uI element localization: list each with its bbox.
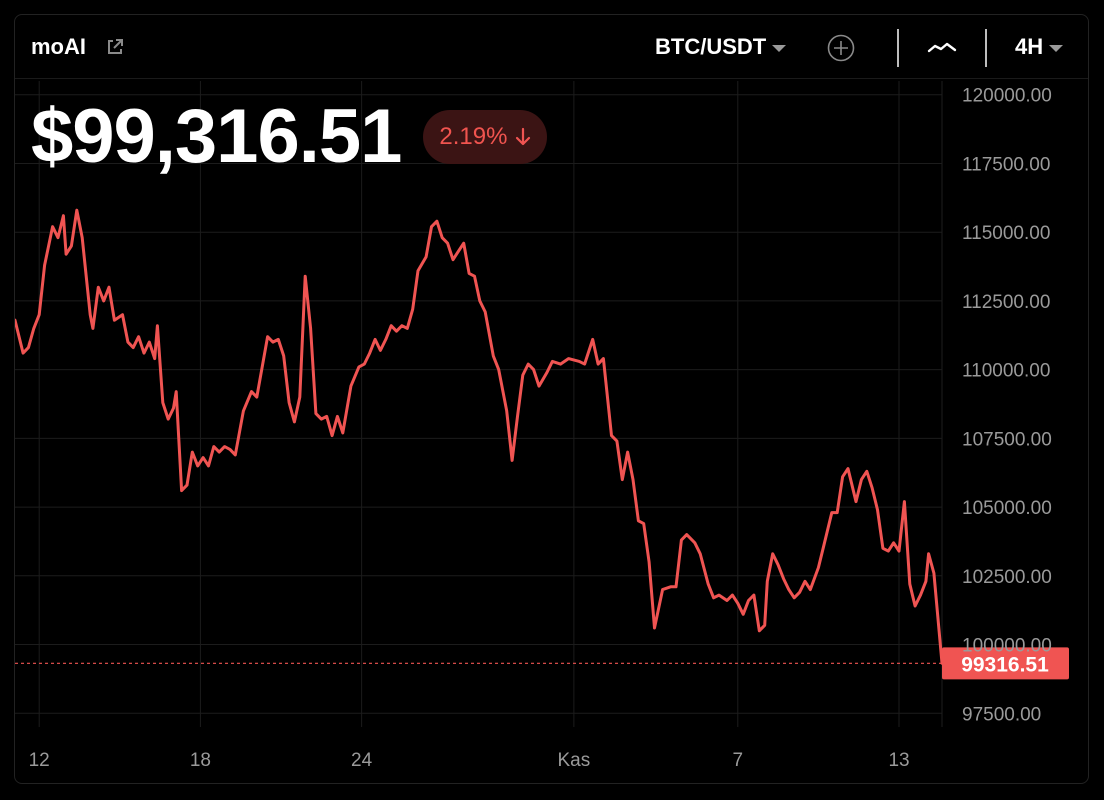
interval-label: 4H — [1015, 34, 1044, 59]
price-summary: $99,316.51 2.19% — [31, 94, 548, 179]
pair-selector[interactable]: BTC/USDT — [655, 33, 787, 61]
y-tick-label: 97500.00 — [962, 704, 1041, 725]
interval-selector[interactable]: 4H — [1015, 33, 1064, 61]
plus-circle-icon[interactable] — [827, 34, 855, 62]
series-line — [15, 208, 944, 665]
toolbar-divider — [985, 29, 987, 67]
x-tick-label: 24 — [351, 750, 373, 771]
y-tick-label: 115000.00 — [962, 223, 1050, 244]
pair-label: BTC/USDT — [655, 34, 767, 59]
y-tick-label: 112500.00 — [962, 292, 1050, 313]
chart-widget: 99316.51 120000.00 117500.00 115000.00 1125… — [14, 14, 1089, 784]
x-tick-label: Kas — [558, 750, 591, 771]
last-price-tag — [942, 647, 1069, 680]
arrow-down-icon — [516, 127, 531, 146]
chart-toolbar: moAI BTC/USDT 4H — [15, 15, 1088, 79]
chevron-down-icon — [772, 44, 787, 52]
y-tick-label: 120000.00 — [962, 86, 1052, 107]
y-axis: 120000.00 117500.00 115000.00 112500.00 1100… — [962, 86, 1052, 726]
change-badge: 2.19% — [423, 110, 548, 164]
external-link-icon[interactable] — [105, 37, 125, 57]
y-tick-label: 100000.00 — [962, 636, 1052, 657]
last-price-label: 99316.51 — [961, 653, 1049, 676]
change-percent: 2.19% — [439, 123, 508, 150]
current-price: $99,316.51 — [31, 94, 402, 179]
last-price-layer: 99316.51 — [15, 647, 1069, 680]
symbol-name: moAI — [31, 34, 86, 59]
chevron-down-icon — [1049, 44, 1064, 52]
y-tick-label: 107500.00 — [962, 429, 1052, 450]
x-axis: 12 18 24 Kas 7 13 — [29, 750, 910, 771]
toolbar-divider — [897, 29, 899, 67]
y-tick-label: 110000.00 — [962, 361, 1050, 382]
x-tick-label: 7 — [733, 750, 744, 771]
y-tick-label: 105000.00 — [962, 498, 1052, 519]
y-tick-label: 117500.00 — [962, 154, 1050, 175]
series-layer — [15, 208, 944, 665]
y-tick-label: 102500.00 — [962, 567, 1052, 588]
line-chart-icon[interactable] — [927, 37, 957, 57]
price-chart[interactable]: 99316.51 120000.00 117500.00 115000.00 1125… — [15, 15, 1089, 784]
x-tick-label: 12 — [29, 750, 50, 771]
x-tick-label: 18 — [190, 750, 211, 771]
x-tick-label: 13 — [888, 750, 909, 771]
